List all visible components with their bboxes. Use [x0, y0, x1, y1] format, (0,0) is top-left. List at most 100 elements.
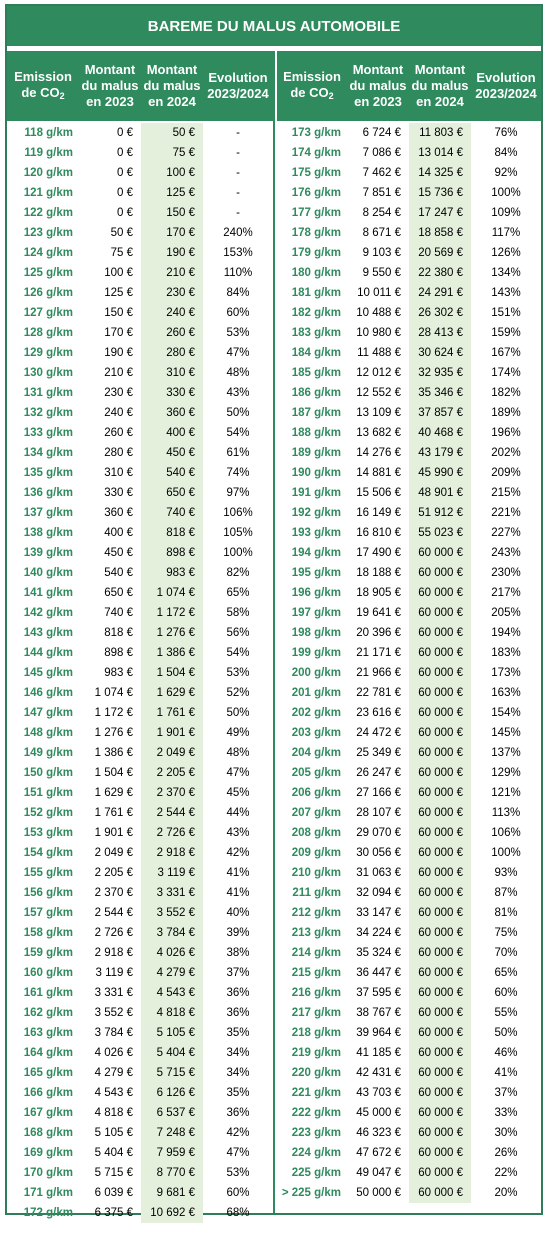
table-row: 156 g/km 2 370 € 3 331 € 41% — [7, 883, 273, 903]
emission-cell: 146 g/km — [23, 687, 73, 699]
emission-cell: 180 g/km — [291, 267, 341, 279]
malus-2024-cell: 60 000 € — [409, 823, 471, 843]
malus-2023-cell: 32 094 € — [356, 887, 401, 899]
emission-cell: 161 g/km — [23, 987, 73, 999]
emission-cell: 157 g/km — [23, 907, 73, 919]
emission-cell: 176 g/km — [291, 187, 341, 199]
table-row: 146 g/km 1 074 € 1 629 € 52% — [7, 683, 273, 703]
emission-cell: 214 g/km — [291, 947, 341, 959]
malus-2023-cell: 150 € — [104, 307, 133, 319]
table-row: 189 g/km 14 276 € 43 179 € 202% — [277, 443, 541, 463]
malus-2024-cell: 60 000 € — [409, 1123, 471, 1143]
malus-2024-cell: 60 000 € — [409, 883, 471, 903]
table-row: 140 g/km 540 € 983 € 82% — [7, 563, 273, 583]
malus-2024-cell: 1 629 € — [141, 683, 203, 703]
malus-2024-cell: 14 325 € — [409, 163, 471, 183]
malus-2023-cell: 13 682 € — [356, 427, 401, 439]
malus-2024-cell: 60 000 € — [409, 923, 471, 943]
left-header: Emission de CO2 Montant du malus en 2023… — [7, 51, 273, 121]
evolution-cell: 121% — [491, 787, 521, 799]
malus-2023-cell: 2 726 € — [94, 927, 133, 939]
malus-2023-cell: 9 550 € — [362, 267, 401, 279]
table-row: 121 g/km 0 € 125 € - — [7, 183, 273, 203]
table-row: 169 g/km 5 404 € 7 959 € 47% — [7, 1143, 273, 1163]
evolution-cell: 81% — [494, 907, 518, 919]
malus-2024-cell: 60 000 € — [409, 903, 471, 923]
table-row: 130 g/km 210 € 310 € 48% — [7, 363, 273, 383]
table-row: 201 g/km 22 781 € 60 000 € 163% — [277, 683, 541, 703]
emission-cell: 197 g/km — [291, 607, 341, 619]
malus-2023-cell: 1 761 € — [94, 807, 133, 819]
malus-2024-cell: 740 € — [141, 503, 203, 523]
evolution-cell: 36% — [226, 1107, 250, 1119]
malus-2024-cell: 60 000 € — [409, 803, 471, 823]
emission-cell: 211 g/km — [292, 887, 341, 899]
evolution-cell: 126% — [491, 247, 521, 259]
header-emission: Emission de CO2 — [277, 51, 347, 121]
evolution-cell: 205% — [491, 607, 521, 619]
evolution-cell: 33% — [494, 1107, 518, 1119]
emission-cell: 196 g/km — [291, 587, 341, 599]
table-row: 153 g/km 1 901 € 2 726 € 43% — [7, 823, 273, 843]
emission-cell: 172 g/km — [23, 1207, 73, 1219]
malus-2023-cell: 1 172 € — [94, 707, 133, 719]
malus-2024-cell: 22 380 € — [409, 263, 471, 283]
emission-cell: 177 g/km — [291, 207, 341, 219]
malus-2024-cell: 60 000 € — [409, 843, 471, 863]
table-row: 198 g/km 20 396 € 60 000 € 194% — [277, 623, 541, 643]
table-title: BAREME DU MALUS AUTOMOBILE — [7, 6, 541, 46]
malus-2024-cell: 230 € — [141, 283, 203, 303]
malus-2023-cell: 7 086 € — [362, 147, 401, 159]
table-row: 118 g/km 0 € 50 € - — [7, 123, 273, 143]
evolution-cell: 100% — [223, 547, 253, 559]
emission-cell: 133 g/km — [23, 427, 73, 439]
emission-cell: 221 g/km — [291, 1087, 341, 1099]
malus-2023-cell: 12 552 € — [356, 387, 401, 399]
malus-2024-cell: 60 000 € — [409, 943, 471, 963]
evolution-cell: 41% — [494, 1067, 518, 1079]
emission-cell: 213 g/km — [291, 927, 341, 939]
malus-2024-cell: 2 918 € — [141, 843, 203, 863]
malus-2023-cell: 2 544 € — [94, 907, 133, 919]
malus-2024-cell: 1 172 € — [141, 603, 203, 623]
emission-cell: 224 g/km — [291, 1147, 341, 1159]
evolution-cell: 42% — [226, 847, 250, 859]
malus-2023-cell: 27 166 € — [356, 787, 401, 799]
evolution-cell: 50% — [226, 407, 250, 419]
malus-2024-cell: 11 803 € — [409, 123, 471, 143]
malus-2023-cell: 1 629 € — [94, 787, 133, 799]
malus-2023-cell: 8 254 € — [362, 207, 401, 219]
malus-2024-cell: 3 552 € — [141, 903, 203, 923]
malus-2023-cell: 75 € — [110, 247, 133, 259]
malus-2024-cell: 4 543 € — [141, 983, 203, 1003]
malus-2024-cell: 1 386 € — [141, 643, 203, 663]
malus-2023-cell: 36 447 € — [356, 967, 401, 979]
malus-2024-cell: 1 074 € — [141, 583, 203, 603]
malus-2024-cell: 35 346 € — [409, 383, 471, 403]
evolution-cell: 54% — [226, 427, 250, 439]
emission-cell: 147 g/km — [23, 707, 73, 719]
emission-cell: 174 g/km — [291, 147, 341, 159]
malus-2024-cell: 60 000 € — [409, 963, 471, 983]
emission-cell: 203 g/km — [291, 727, 341, 739]
malus-2024-cell: 32 935 € — [409, 363, 471, 383]
malus-2023-cell: 2 205 € — [94, 867, 133, 879]
emission-cell: 183 g/km — [291, 327, 341, 339]
table-row: 170 g/km 5 715 € 8 770 € 53% — [7, 1163, 273, 1183]
malus-2023-cell: 540 € — [104, 567, 133, 579]
evolution-cell: 47% — [226, 767, 250, 779]
evolution-cell: 74% — [226, 467, 250, 479]
emission-cell: 201 g/km — [291, 687, 341, 699]
malus-2024-cell: 60 000 € — [409, 1043, 471, 1063]
evolution-cell: 40% — [226, 907, 250, 919]
emission-cell: 185 g/km — [291, 367, 341, 379]
emission-cell: 219 g/km — [291, 1047, 341, 1059]
malus-2024-cell: 13 014 € — [409, 143, 471, 163]
malus-2023-cell: 31 063 € — [356, 867, 401, 879]
malus-2024-cell: 190 € — [141, 243, 203, 263]
table-row: 137 g/km 360 € 740 € 106% — [7, 503, 273, 523]
malus-2024-cell: 60 000 € — [409, 1063, 471, 1083]
malus-2024-cell: 5 715 € — [141, 1063, 203, 1083]
evolution-cell: 230% — [491, 567, 521, 579]
malus-2024-cell: 60 000 € — [409, 643, 471, 663]
